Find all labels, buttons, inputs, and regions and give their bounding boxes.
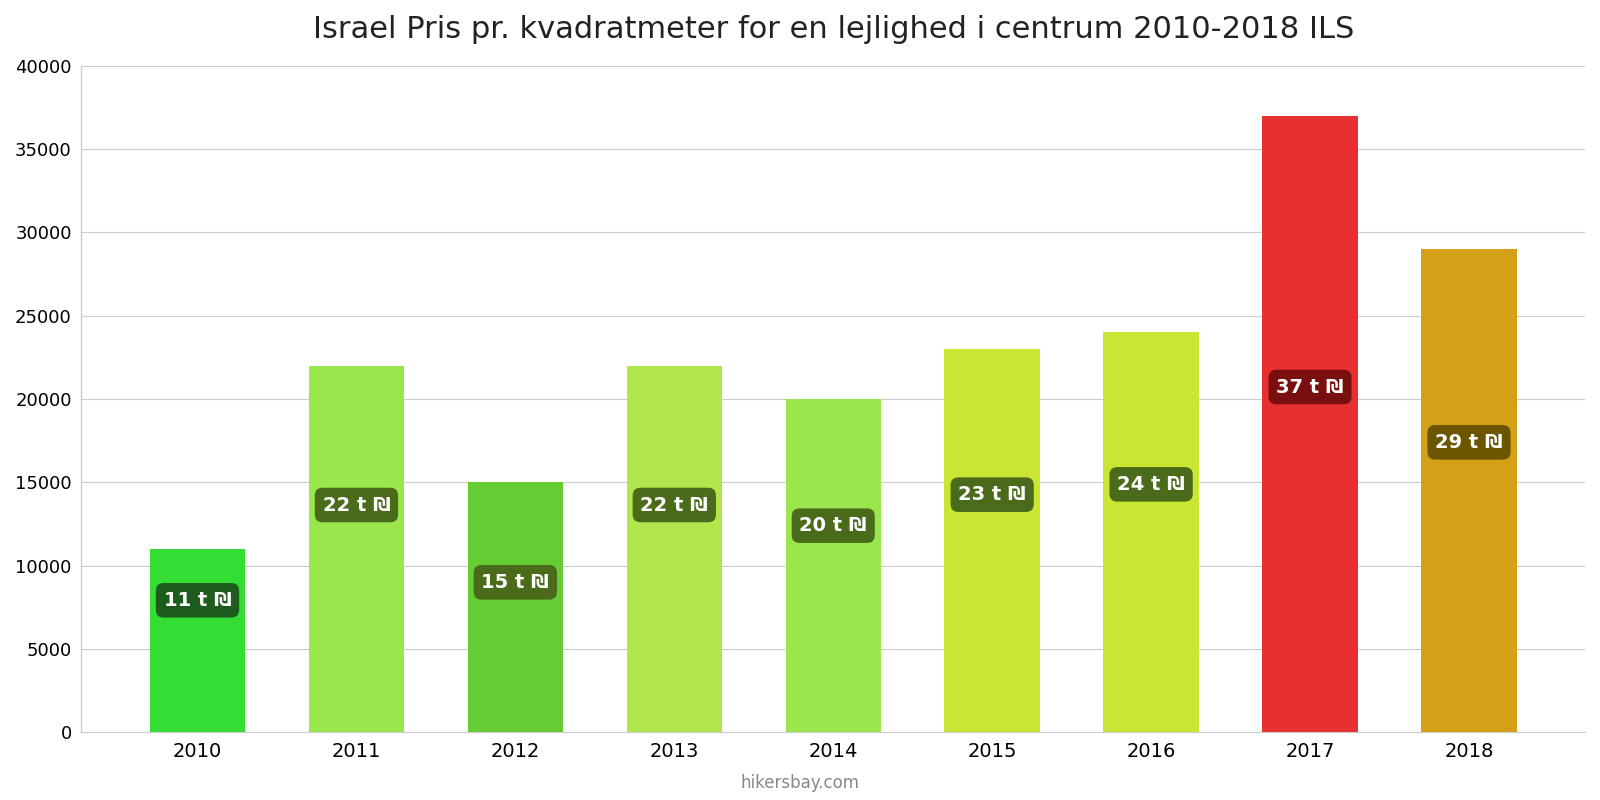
Text: 22 t ₪: 22 t ₪ xyxy=(323,495,390,514)
Text: 24 t ₪: 24 t ₪ xyxy=(1117,475,1186,494)
Text: 37 t ₪: 37 t ₪ xyxy=(1277,378,1344,397)
Bar xyxy=(627,366,722,732)
Bar xyxy=(1104,332,1198,732)
Text: 20 t ₪: 20 t ₪ xyxy=(800,516,867,535)
Text: 22 t ₪: 22 t ₪ xyxy=(640,495,709,514)
Title: Israel Pris pr. kvadratmeter for en lejlighed i centrum 2010-2018 ILS: Israel Pris pr. kvadratmeter for en lejl… xyxy=(312,15,1354,44)
Text: hikersbay.com: hikersbay.com xyxy=(741,774,859,792)
Bar xyxy=(1262,116,1358,732)
Bar xyxy=(786,399,882,732)
Bar xyxy=(467,482,563,732)
Text: 15 t ₪: 15 t ₪ xyxy=(482,573,549,592)
Bar xyxy=(150,549,245,732)
Text: 23 t ₪: 23 t ₪ xyxy=(958,485,1026,504)
Text: 11 t ₪: 11 t ₪ xyxy=(163,591,232,610)
Bar xyxy=(944,349,1040,732)
Bar xyxy=(309,366,405,732)
Bar xyxy=(1421,249,1517,732)
Text: 29 t ₪: 29 t ₪ xyxy=(1435,433,1502,452)
